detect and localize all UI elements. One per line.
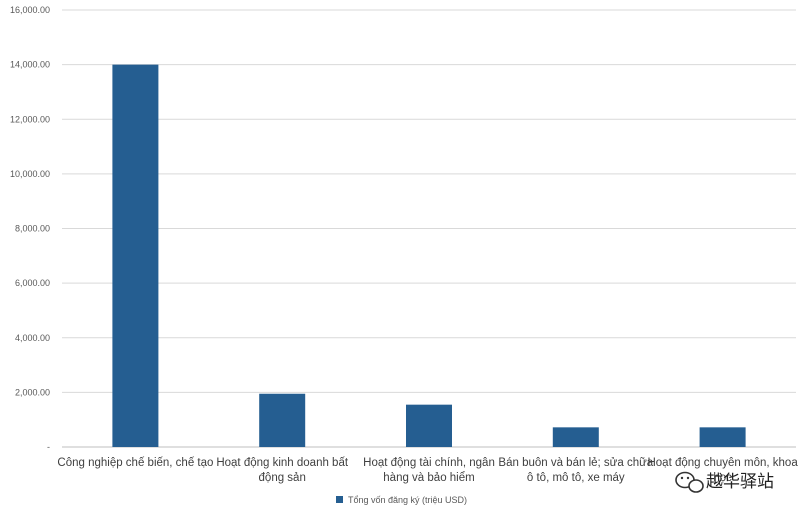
x-category-label-line: hàng và bảo hiểm — [383, 472, 474, 484]
y-tick-label: 2,000.00 — [15, 387, 50, 397]
x-category-label-line: Công nghiệp chế biến, chế tạo — [57, 457, 213, 469]
x-category-label-line: ô tô, mô tô, xe máy — [527, 472, 625, 484]
bar — [259, 393, 306, 447]
y-tick-label: 14,000.00 — [10, 60, 50, 70]
y-tick-label: 8,000.00 — [15, 224, 50, 234]
x-category-label-line: Bán buôn và bán lẻ; sửa chữa — [498, 457, 653, 469]
x-category-label: Hoạt động kinh doanh bất động sản — [216, 457, 349, 484]
bars — [112, 64, 746, 447]
y-tick-label: 12,000.00 — [10, 114, 50, 124]
bar — [112, 64, 159, 447]
gridlines — [62, 9, 796, 448]
x-axis-labels: Công nghiệp chế biến, chế tạo Hoạt động k… — [57, 457, 798, 484]
y-tick-label: 16,000.00 — [10, 5, 50, 15]
x-category-label-line: Hoạt động kinh doanh bất — [216, 457, 349, 469]
x-category-label-line: động sản — [259, 472, 306, 484]
legend: Tổng vốn đăng ký (triệu USD) — [336, 495, 467, 505]
y-tick-label: - — [47, 442, 50, 452]
bar — [699, 427, 746, 447]
x-category-label: Bán buôn và bán lẻ; sửa chữa ô tô, mô tô,… — [498, 457, 653, 484]
wechat-icon — [675, 471, 704, 493]
x-category-label-line: học — [713, 472, 732, 484]
legend-label: Tổng vốn đăng ký (triệu USD) — [348, 495, 467, 505]
x-category-label: Công nghiệp chế biến, chế tạo — [57, 457, 213, 469]
watermark: 越华驿站 — [675, 471, 774, 493]
x-category-label: Hoạt động tài chính, ngân hàng và bảo hiể… — [363, 457, 495, 484]
legend-swatch — [336, 496, 343, 503]
y-tick-label: 6,000.00 — [15, 278, 50, 288]
x-category-label-line: Hoạt động tài chính, ngân — [363, 457, 495, 469]
bar — [406, 404, 452, 447]
x-category-label-line: Hoạt động chuyên môn, khoa — [647, 457, 798, 469]
y-tick-label: 10,000.00 — [10, 169, 50, 179]
y-tick-label: 4,000.00 — [15, 333, 50, 343]
x-category-label: Hoạt động chuyên môn, khoa học — [647, 457, 798, 484]
watermark-text: 越华驿站 — [706, 472, 774, 492]
y-axis-ticks: - 2,000.00 4,000.00 6,000.00 8,000.00 10,000.… — [10, 5, 50, 452]
bar — [552, 427, 599, 447]
